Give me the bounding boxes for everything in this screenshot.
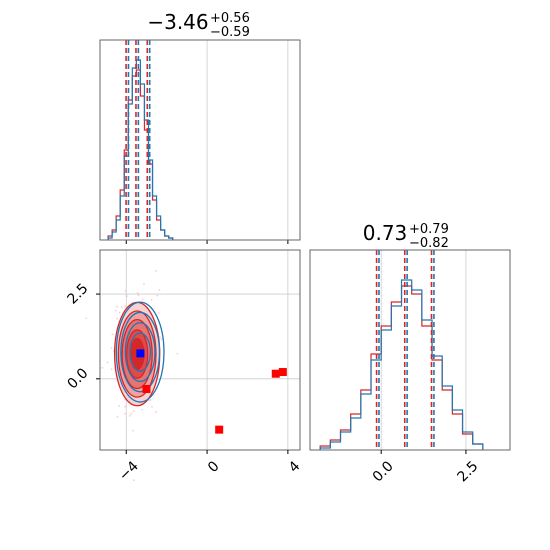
scatter-sample-dot xyxy=(150,299,153,301)
scatter-sample-dot xyxy=(114,309,117,312)
scatter-sample-dot xyxy=(136,292,139,295)
histogram-x-title-plus: +0.56 xyxy=(210,11,250,26)
scatter-point-3 xyxy=(278,368,287,377)
scatter-sample-dot xyxy=(132,410,135,413)
histogram-x-title-minus: −0.59 xyxy=(210,25,250,40)
scatter-sample-dot xyxy=(156,294,159,297)
histogram-y-title: 0.73 xyxy=(363,221,408,245)
scatter-sample-dot xyxy=(137,294,140,297)
scatter-point-4 xyxy=(136,349,145,358)
scatter-sample-dot xyxy=(132,429,134,432)
scatter-sample-dot xyxy=(157,312,160,314)
scatter-sample-dot xyxy=(151,406,153,408)
scatter-sample-dot xyxy=(124,405,127,408)
scatter-sample-dot xyxy=(116,317,119,320)
scatter-frame xyxy=(99,249,301,451)
scatter-sample-dot xyxy=(128,414,131,417)
scatter-panel-2d: −4 0 40.02.5 xyxy=(64,249,304,484)
scatter-sample-dot xyxy=(124,289,127,292)
histogram-y-title-median: 0.73 xyxy=(363,221,408,245)
scatter-point-1 xyxy=(215,425,224,434)
histogram-x-step-blue xyxy=(107,59,174,240)
scatter-sample-dot xyxy=(111,333,114,336)
scatter-sample-dot xyxy=(125,295,128,297)
scatter-sample-dot xyxy=(118,311,121,314)
scatter-sample-dot xyxy=(155,270,158,272)
scatter-sample-dot xyxy=(124,412,127,415)
histogram-y-title-plus: +0.79 xyxy=(409,222,449,237)
histogram-x-series xyxy=(107,59,289,244)
histogram-y-step-blue xyxy=(319,279,484,450)
histogram-panel-y: 0.0 2.5 0.73 +0.79 −0.82 xyxy=(309,221,511,485)
scatter-sample-dot xyxy=(116,305,118,308)
scatter-point-0 xyxy=(142,384,151,393)
scatter-sample-dot xyxy=(101,366,104,369)
scatter-sample-dot xyxy=(141,408,143,411)
scatter-sample-dot xyxy=(143,282,145,285)
scatter-sample-dot xyxy=(149,399,152,401)
histogram-x-title: −3.46 xyxy=(147,10,208,34)
scatter-sample-dot xyxy=(120,306,123,308)
scatter-sample-dot xyxy=(141,298,144,301)
scatter-sample-dot xyxy=(124,305,127,308)
scatter-contour-blue-2 xyxy=(124,322,156,383)
histogram-x-frame xyxy=(99,39,301,241)
scatter-sample-dot xyxy=(176,352,179,355)
scatter-point-2 xyxy=(271,369,280,378)
scatter-sample-dot xyxy=(85,317,88,319)
histogram-panel-x: −3.46 +0.56 −0.59 xyxy=(99,10,301,244)
scatter-sample-dot xyxy=(158,289,161,292)
scatter-sample-dot xyxy=(132,479,135,482)
scatter-sample-dot xyxy=(130,412,133,415)
scatter-sample-dot xyxy=(106,361,109,364)
scatter-sample-dot xyxy=(116,415,119,418)
scatter-sample-dot xyxy=(159,336,161,339)
scatter-sample-dot xyxy=(110,347,113,349)
histogram-x-title-median: −3.46 xyxy=(147,10,208,34)
scatter-points xyxy=(136,349,287,434)
histogram-y-series xyxy=(319,279,484,450)
histogram-y-frame xyxy=(309,249,511,451)
scatter-contour-blue-3 xyxy=(129,332,152,372)
scatter-sample-dot xyxy=(118,405,121,407)
scatter-contour-blue-1 xyxy=(120,311,161,393)
histogram-y-title-minus: −0.82 xyxy=(409,236,449,251)
scatter-sample-dot xyxy=(110,368,113,371)
histogram-x-grid xyxy=(206,40,289,240)
scatter-sample-dot xyxy=(160,338,163,341)
scatter-contour-blue-0 xyxy=(115,301,165,403)
histogram-x-quantile-lines xyxy=(125,40,151,240)
scatter-sample-dot xyxy=(155,410,158,413)
histogram-y-quantile-lines xyxy=(375,250,435,450)
